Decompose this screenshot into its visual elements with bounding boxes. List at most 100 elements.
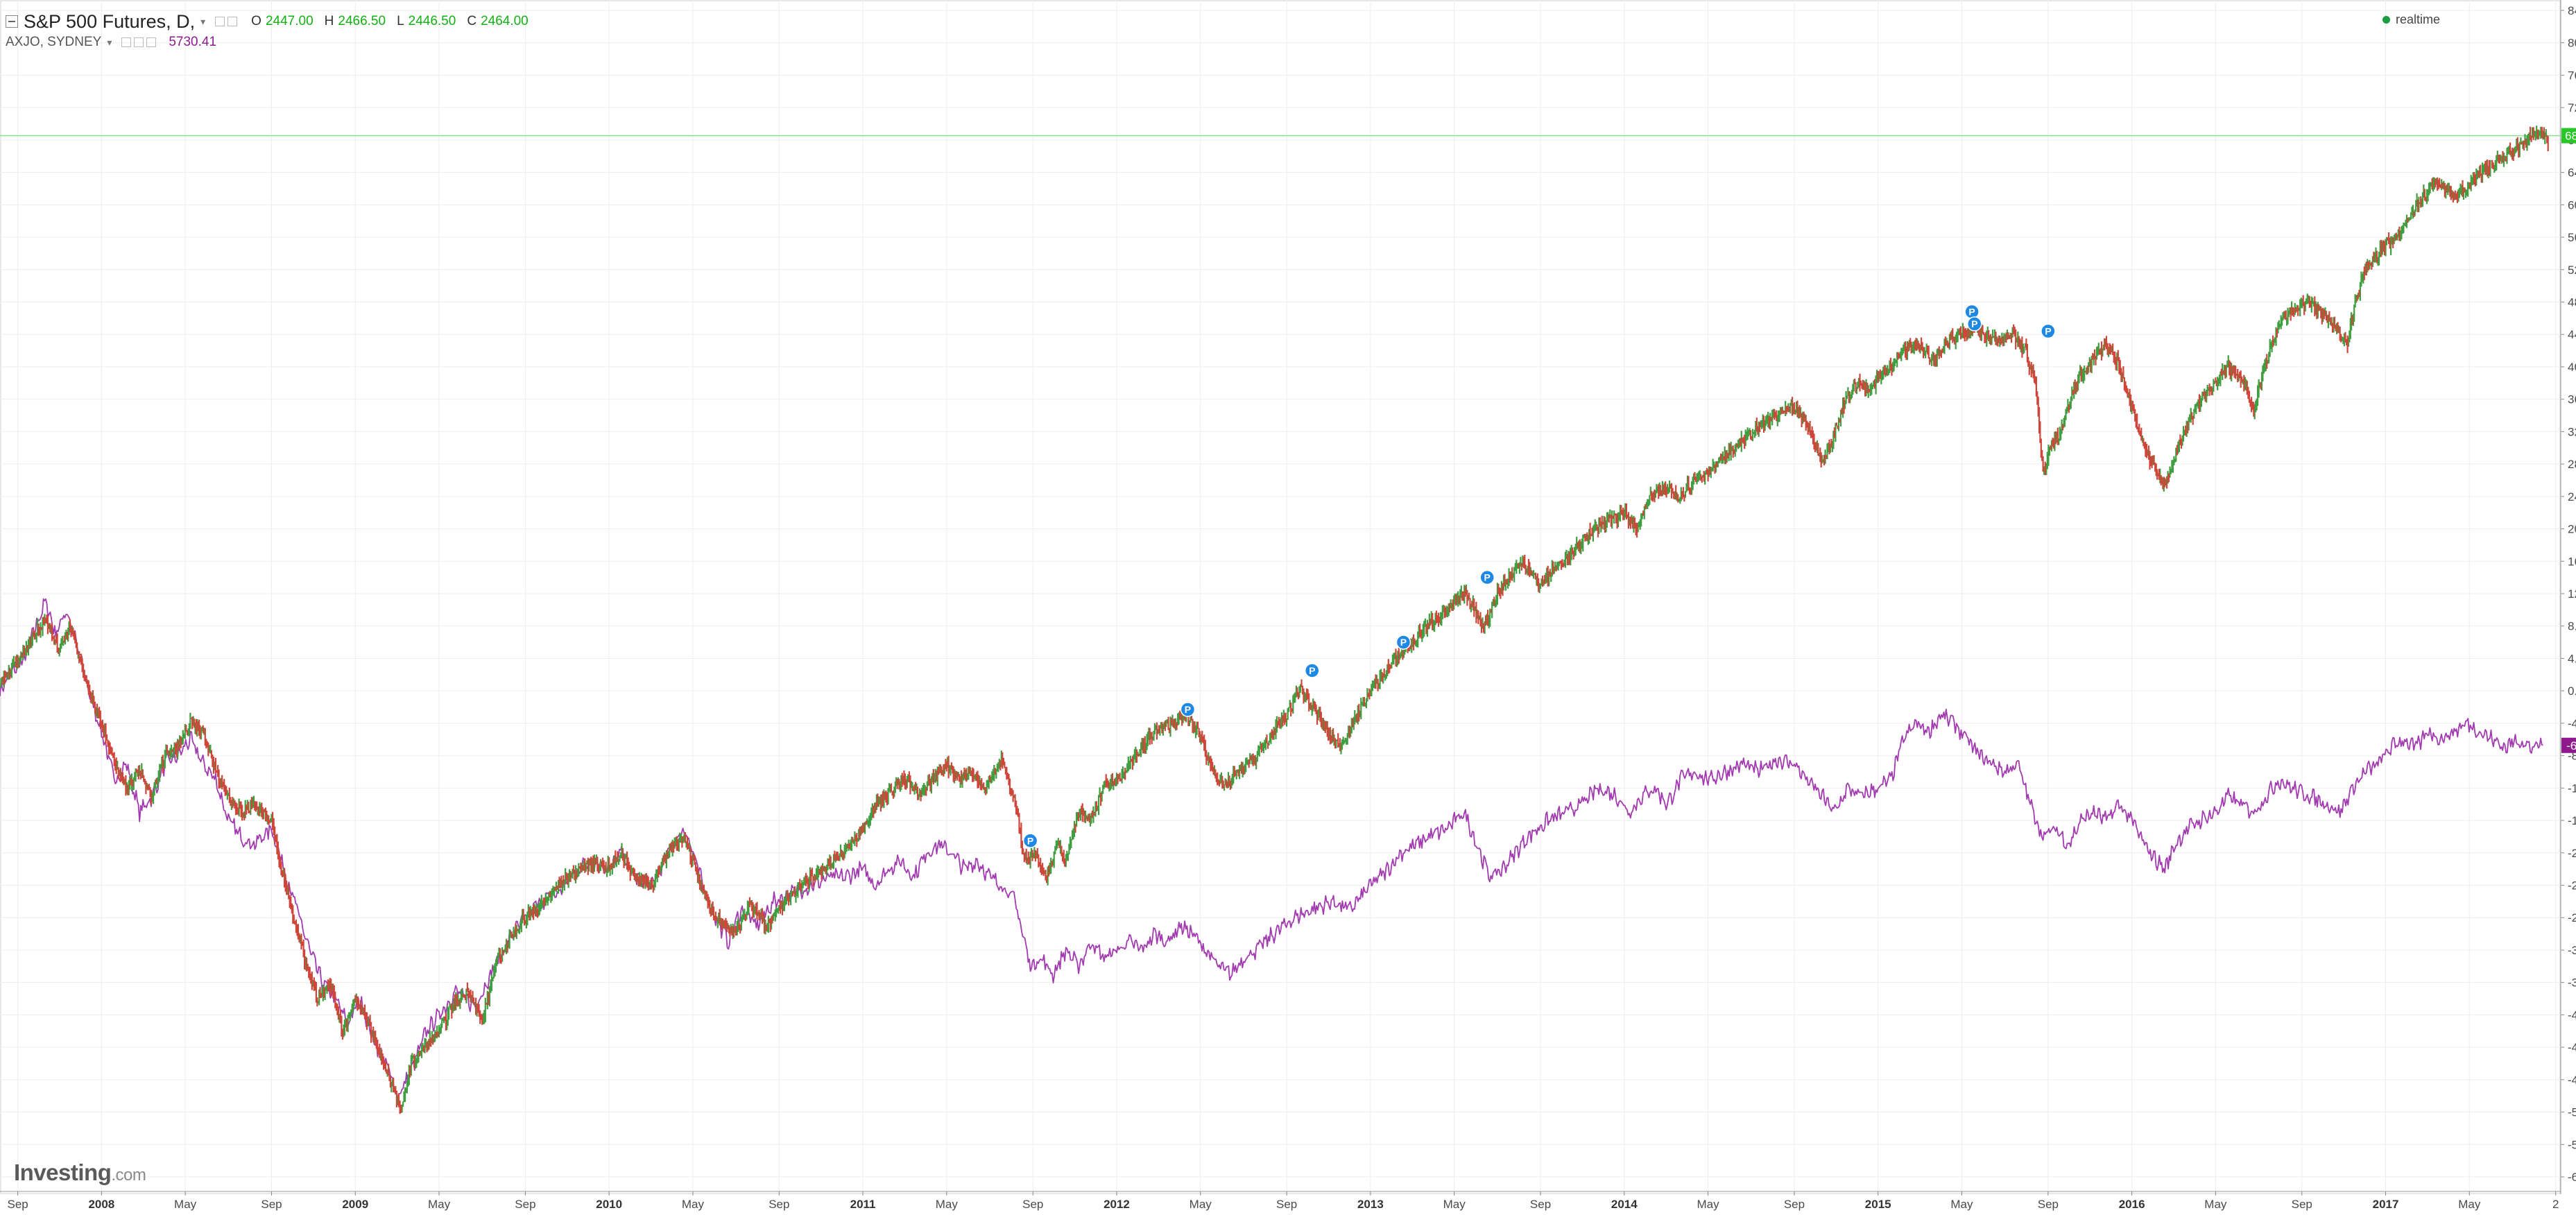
y-tick-label: 40.00% — [2568, 361, 2576, 374]
y-tick-label: -44.00% — [2568, 1041, 2576, 1054]
last-value-badge — [2561, 128, 2576, 144]
y-tick-label: 84.00% — [2568, 4, 2576, 17]
y-tick-label: -36.00% — [2568, 976, 2576, 990]
close-icon[interactable] — [227, 17, 238, 26]
event-marker-label: P — [1971, 318, 1977, 329]
y-tick-label: 60.00% — [2568, 198, 2576, 212]
y-tick-label: 36.00% — [2568, 393, 2576, 406]
low-value: 2446.50 — [408, 14, 456, 28]
y-tick-label: 76.00% — [2568, 69, 2576, 82]
y-tick-label: -12.00% — [2568, 782, 2576, 795]
x-tick-label: Sep — [2038, 1198, 2059, 1211]
logo-brand: Investing — [14, 1160, 112, 1185]
compare-symbol-title[interactable]: AXJO, SYDNEY — [6, 35, 102, 49]
event-marker-label: P — [1309, 665, 1315, 676]
event-marker-circle[interactable] — [1479, 569, 1495, 585]
y-tick-label: 80.00% — [2568, 37, 2576, 50]
y-axis[interactable]: 84.00%80.00%76.00%72.00%68.00%64.00%60.0… — [2560, 0, 2576, 1194]
x-tick-label: May — [682, 1198, 705, 1211]
y-tick-label: 32.00% — [2568, 425, 2576, 438]
low-label: L — [397, 14, 404, 28]
main-symbol-title[interactable]: S&P 500 Futures, D, — [24, 10, 196, 32]
x-tick-label: 2017 — [2373, 1198, 2399, 1211]
y-tick-label: 20.00% — [2568, 523, 2576, 536]
status-dot-icon — [2382, 16, 2390, 24]
event-marker-icon[interactable]: P — [1022, 833, 1038, 849]
y-tick-label: 48.00% — [2568, 296, 2576, 309]
event-marker-icon[interactable]: P — [1967, 316, 1982, 331]
x-axis[interactable]: Sep 2008 May Sep 2009 May Sep 2010 May Sep 2011 May… — [0, 1191, 2561, 1211]
event-marker-icon[interactable]: P — [1479, 569, 1495, 585]
open-label: O — [251, 14, 261, 28]
y-tick-label: -52.00% — [2568, 1106, 2576, 1119]
y-tick-label: 64.00% — [2568, 166, 2576, 180]
chevron-down-icon[interactable]: ▾ — [200, 15, 206, 27]
event-marker-icon[interactable]: P — [1964, 304, 1980, 320]
event-marker-label: P — [1027, 835, 1033, 846]
y-tick-label: 44.00% — [2568, 328, 2576, 341]
y-tick-label: 72.00% — [2568, 101, 2576, 114]
x-tick-label: 2011 — [850, 1198, 876, 1211]
event-marker-icon[interactable]: P — [1304, 663, 1320, 678]
legend-compare-row: AXJO, SYDNEY ▾ 5730.41 — [6, 32, 529, 53]
y-tick-label: 24.00% — [2568, 490, 2576, 503]
y-tick-label: 12.00% — [2568, 587, 2576, 601]
y-tick-label: -4.00% — [2568, 717, 2576, 730]
x-tick-label: 2016 — [2119, 1198, 2145, 1211]
y-tick-label: -28.00% — [2568, 911, 2576, 924]
event-marker-circle[interactable] — [2041, 323, 2056, 339]
x-tick-label: 2013 — [1357, 1198, 1384, 1211]
settings-icon[interactable] — [215, 17, 225, 26]
x-tick-label: 2010 — [596, 1198, 622, 1211]
event-marker-icon[interactable]: P — [1396, 635, 1411, 650]
y-tick-label: -60.00% — [2568, 1171, 2576, 1184]
last-value-badge — [2561, 737, 2576, 753]
y-tick-label: -40.00% — [2568, 1008, 2576, 1022]
x-tick-label: May — [2204, 1198, 2227, 1211]
x-tick-label: 2015 — [1865, 1198, 1891, 1211]
event-marker-circle[interactable] — [1396, 635, 1411, 650]
series-line-axjo — [0, 598, 2543, 1100]
event-marker-circle[interactable] — [1967, 316, 1982, 331]
y-tick-label: 4.00% — [2568, 652, 2576, 665]
chart-frame — [0, 0, 2561, 1194]
event-marker-circle[interactable] — [1180, 702, 1196, 717]
x-tick-label: Sep — [1276, 1198, 1297, 1211]
collapse-icon[interactable] — [6, 15, 18, 28]
y-tick-label: 56.00% — [2568, 231, 2576, 244]
high-label: H — [324, 14, 334, 28]
chevron-down-icon[interactable]: ▾ — [107, 36, 112, 48]
close-icon[interactable] — [146, 37, 157, 47]
x-tick-label: 2 — [2552, 1198, 2559, 1211]
event-marker-icon[interactable]: P — [1180, 702, 1196, 717]
legend-main-row: S&P 500 Futures, D, ▾ O 2447.00 H 2466.5… — [6, 11, 529, 32]
y-tick-label: -48.00% — [2568, 1074, 2576, 1087]
settings-icon[interactable] — [121, 37, 132, 47]
x-tick-label: 2008 — [88, 1198, 114, 1211]
x-tick-label: May — [1190, 1198, 1212, 1211]
x-tick-label: Sep — [1784, 1198, 1805, 1211]
x-tick-label: May — [936, 1198, 959, 1211]
event-marker-circle[interactable] — [1022, 833, 1038, 849]
last-value-badges: 68.54% -6.73% — [2561, 128, 2576, 753]
close-label: C — [467, 14, 477, 28]
legend: S&P 500 Futures, D, ▾ O 2447.00 H 2466.5… — [6, 11, 529, 53]
event-marker-circle[interactable] — [1304, 663, 1320, 678]
x-tick-label: 2009 — [342, 1198, 368, 1211]
logo-domain: .com — [111, 1166, 146, 1184]
close-value: 2464.00 — [481, 14, 529, 28]
hide-icon[interactable] — [134, 37, 144, 47]
x-tick-label: 2012 — [1104, 1198, 1130, 1211]
x-tick-label: May — [1697, 1198, 1719, 1211]
candles-up-sp500 — [0, 126, 2547, 1113]
x-tick-label: Sep — [2292, 1198, 2312, 1211]
y-tick-label: -56.00% — [2568, 1138, 2576, 1151]
y-tick-label: 16.00% — [2568, 555, 2576, 568]
event-marker-label: P — [2045, 326, 2051, 337]
event-marker-icon[interactable]: P — [2041, 323, 2056, 339]
y-tick-label: 28.00% — [2568, 458, 2576, 471]
x-tick-label: May — [1950, 1198, 1973, 1211]
